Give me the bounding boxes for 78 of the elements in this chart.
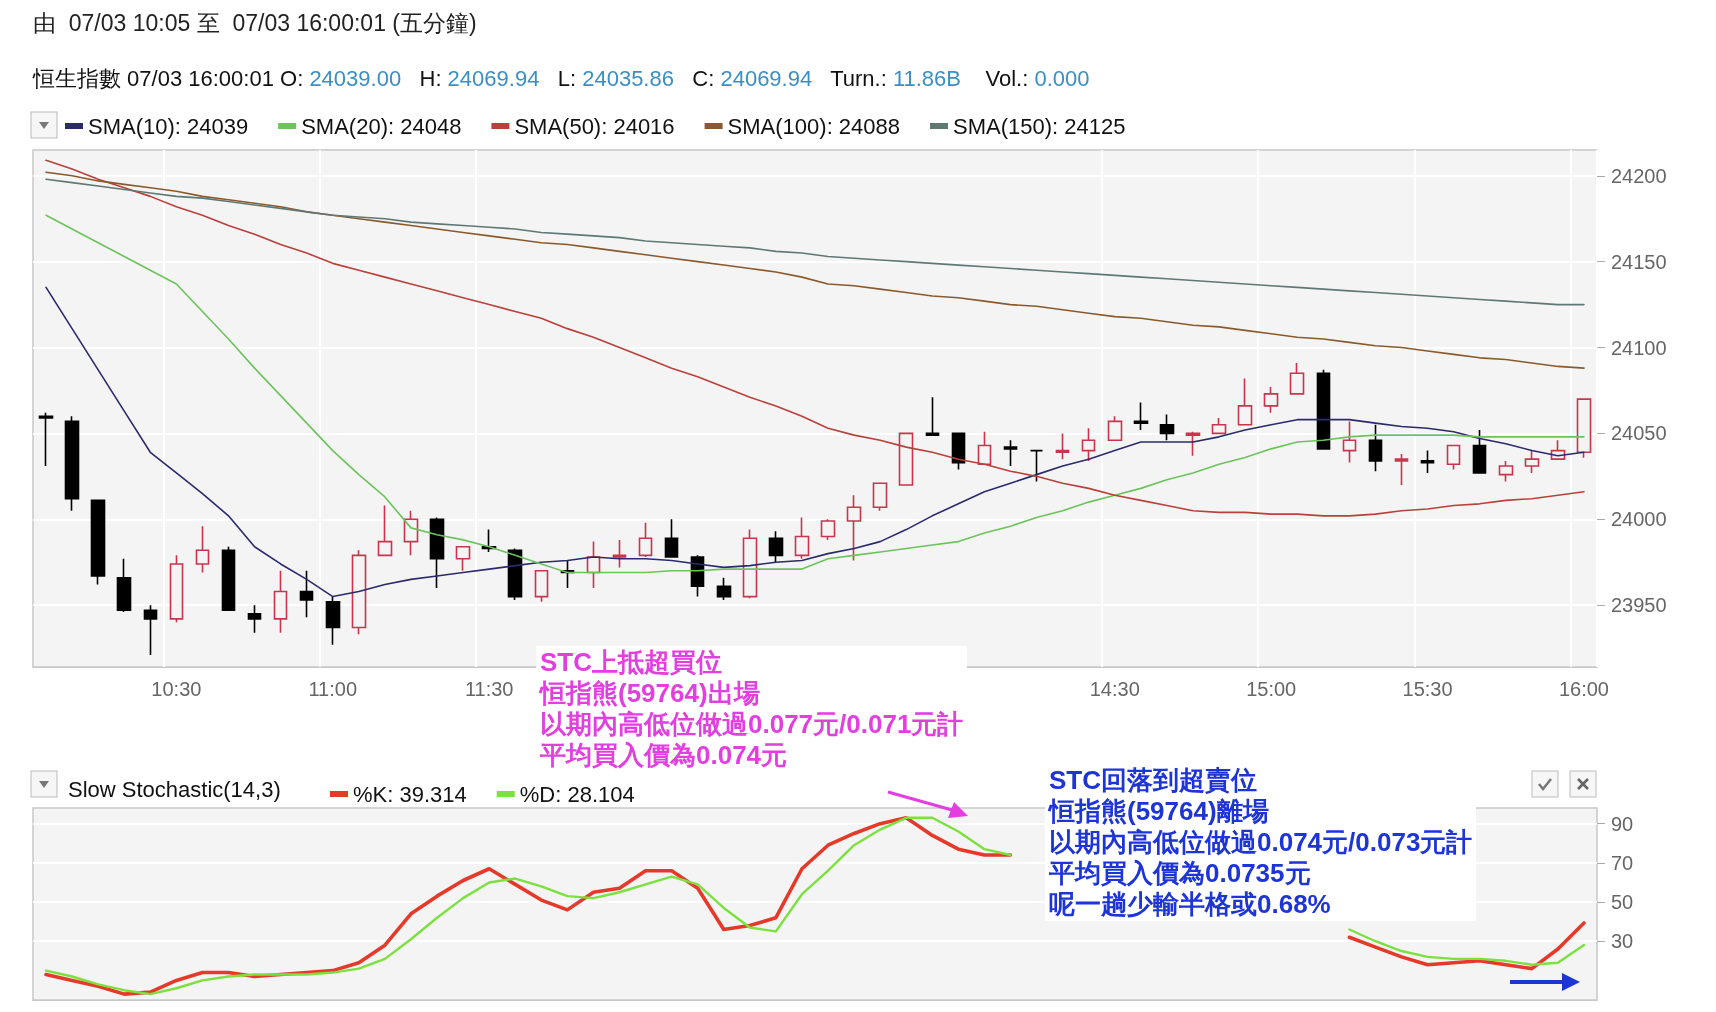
candlestick [455, 545, 471, 572]
candlestick [1237, 377, 1253, 426]
candlestick [872, 482, 888, 512]
candlestick [664, 518, 679, 558]
candlestick [612, 539, 627, 569]
chart-title: 由 07/03 10:05 至 07/03 16:00:01 (五分鐘) [33, 9, 477, 38]
x-tick-label: 11:00 [308, 678, 358, 700]
candlestick [1316, 369, 1331, 450]
x-tick-label: 16:00 [1558, 678, 1609, 700]
annotation: 以期內高低位做過0.074元/0.073元計 [1049, 827, 1473, 858]
y-tick-label: 70 [1611, 851, 1634, 874]
x-tick-label: 11:30 [464, 678, 514, 700]
candlestick [1289, 362, 1305, 395]
line-series [45, 214, 1585, 574]
candlestick [247, 604, 262, 634]
candlestick [638, 521, 653, 558]
line-series [45, 286, 1585, 598]
legend-label: SMA(150): 24125 [953, 113, 1126, 139]
candlestick [534, 570, 549, 603]
y-tick-label: 24150 [1611, 250, 1667, 273]
annotation: 平均買入價為0.0735元 [1049, 858, 1312, 889]
candlestick [1472, 429, 1487, 474]
candlestick [116, 557, 132, 613]
candlestick [1524, 449, 1540, 474]
annotation: STC上抵超買位 [540, 647, 723, 678]
candlestick [1003, 439, 1018, 467]
candlestick [38, 411, 54, 467]
y-tick-label: 24000 [1611, 508, 1667, 531]
candlestick [925, 396, 940, 436]
candlestick [429, 516, 445, 589]
candlestick [1368, 424, 1383, 472]
text: STC回落到超賣位 [1049, 765, 1258, 796]
candlestick [1420, 449, 1435, 474]
legend-label: %D: 28.104 [519, 781, 635, 807]
annotation: 恒指熊(59764)離場 [1049, 796, 1270, 827]
candlestick [299, 570, 314, 618]
candlestick [221, 545, 236, 612]
candlestick [716, 576, 732, 601]
candlestick [90, 499, 106, 586]
y-tick-label: 24200 [1611, 164, 1667, 187]
candlestick [64, 415, 80, 512]
candlestick [1446, 444, 1461, 471]
candlestick [143, 604, 158, 656]
y-tick-label: 23950 [1611, 594, 1667, 617]
candlestick [1394, 453, 1409, 486]
text: 恒生指數 07/03 16:00:01 O: 24039.00 H: 24069.94 L: 24035.86 C: 24069.94 Turn.: 11.86B Vol.: 0.000 [33, 66, 1090, 91]
line-series [45, 171, 1585, 369]
line-series [45, 178, 1585, 306]
text: 以期內高低位做過0.077元/0.071元計 [540, 709, 964, 740]
legend-label: SMA(20): 24048 [301, 113, 462, 139]
candlestick [507, 547, 523, 601]
candlestick [1263, 386, 1279, 414]
candlestick [1159, 413, 1175, 442]
y-tick-label: 24050 [1611, 422, 1667, 445]
candlestick [1498, 460, 1514, 483]
x-tick-label: 15:30 [1402, 678, 1453, 700]
candlestick [1133, 401, 1149, 431]
candlestick [1029, 449, 1044, 483]
candlestick [195, 525, 210, 574]
text: 恒指熊(59764)出場 [540, 678, 761, 709]
line-series [45, 159, 1585, 517]
candlestick [768, 530, 784, 564]
legend-title: Slow Stochastic(14,3) [68, 776, 281, 802]
y-tick-label: 90 [1611, 812, 1634, 835]
candlestick [742, 528, 758, 600]
y-tick-label: 24100 [1611, 336, 1667, 359]
legend-label: SMA(10): 24039 [88, 113, 249, 139]
legend-label: SMA(50): 24016 [514, 113, 675, 139]
annotation: 呢一趟少輸半格或0.68% [1049, 889, 1332, 920]
legend-label: SMA(100): 24088 [727, 113, 901, 139]
text: 平均買入價為0.074元 [540, 740, 789, 771]
x-tick-label: 15:00 [1246, 678, 1297, 700]
candlestick [325, 595, 341, 646]
x-tick-label: 14:30 [1089, 678, 1140, 700]
x-tick-label: 10:30 [151, 678, 202, 700]
y-tick-label: 30 [1611, 930, 1634, 953]
y-tick-label: 50 [1611, 891, 1634, 914]
legend-label: %K: 39.314 [353, 781, 467, 807]
